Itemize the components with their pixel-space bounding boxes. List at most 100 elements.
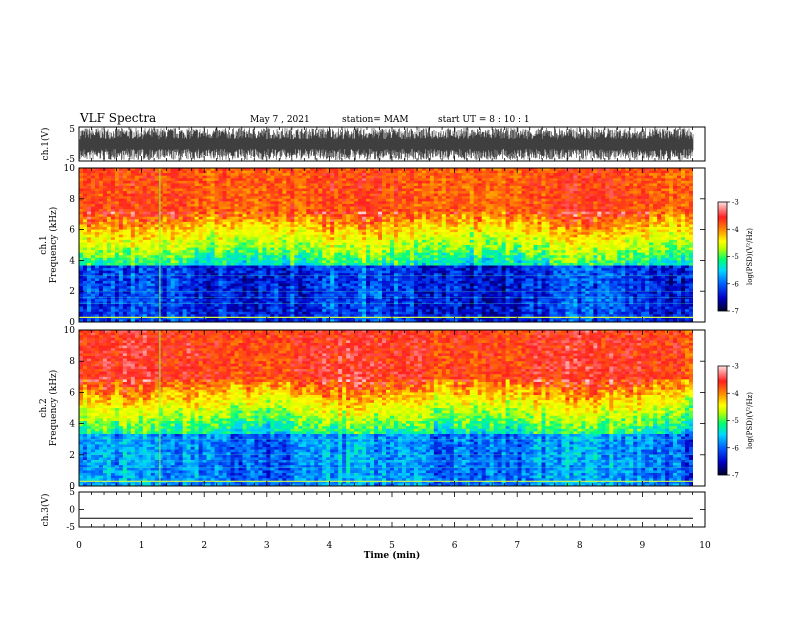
ch1-spec-cell <box>629 209 633 212</box>
ch1-spec-cell <box>454 199 458 202</box>
ch1-spec-cell <box>549 219 553 222</box>
ch1-spec-cell <box>450 171 454 174</box>
ch1-spec-cell <box>270 173 274 176</box>
ch1-spec-cell <box>302 214 306 217</box>
ch1-spec-cell <box>290 183 294 186</box>
ch1-spec-cell <box>318 186 322 189</box>
ch1-spec-cell <box>358 232 362 235</box>
ch1-spec-cell <box>270 232 274 235</box>
ch1-spec-cell <box>498 209 502 212</box>
ch1-spec-cell <box>219 199 223 202</box>
ch1-spec-cell <box>637 212 641 215</box>
ch1-spec-cell <box>410 189 414 192</box>
ch1-spec-cell <box>135 222 139 225</box>
ch1-spec-cell <box>139 230 143 233</box>
ch1-spec-cell <box>609 173 613 176</box>
ch1-spec-cell <box>298 189 302 192</box>
ch1-spec-cell <box>179 248 183 251</box>
ch1-spec-cell <box>573 201 577 204</box>
ch1-spec-cell <box>506 186 510 189</box>
ch1-spec-cell <box>633 201 637 204</box>
ch1-spec-cell <box>215 217 219 220</box>
ch1-spec-cell <box>79 178 83 181</box>
ch1-spec-cell <box>163 212 167 215</box>
ch1-spec-cell <box>223 201 227 204</box>
ch1-spec-cell <box>107 222 111 225</box>
ch1-spec-cell <box>266 212 270 215</box>
ch1-spec-cell <box>179 240 183 243</box>
ch1-spec-cell <box>262 181 266 184</box>
ch1-spec-cell <box>207 207 211 210</box>
ch1-spec-cell <box>470 227 474 230</box>
ch1-spec-cell <box>462 196 466 199</box>
ch1-spec-cell <box>227 207 231 210</box>
ch1-spec-cell <box>115 240 119 243</box>
ch1-spec-cell <box>613 235 617 238</box>
ch1-spec-cell <box>593 219 597 222</box>
ch1-spec-cell <box>470 178 474 181</box>
ch1-spec-cell <box>569 232 573 235</box>
ch1-spec-cell <box>342 171 346 174</box>
ch1-spec-cell <box>458 232 462 235</box>
ch1-spec-cell <box>597 199 601 202</box>
ch1-spec-cell <box>346 235 350 238</box>
ch1-spec-cell <box>514 242 518 245</box>
ch1-spec-cell <box>326 240 330 243</box>
ch1-spec-cell <box>386 212 390 215</box>
ch1-spec-cell <box>553 212 557 215</box>
ch1-spec-cell <box>386 235 390 238</box>
ch1-spec-cell <box>394 240 398 243</box>
ch1-spec-cell <box>502 196 506 199</box>
ch1-spec-cell <box>147 240 151 243</box>
ch1-spec-cell <box>143 176 147 179</box>
ch1-spec-cell <box>199 183 203 186</box>
ch1-spec-cell <box>366 222 370 225</box>
ch1-spec-cell <box>689 222 693 225</box>
ch1-spec-cell <box>362 245 366 248</box>
ch1-spec-cell <box>490 191 494 194</box>
ch1-spec-cell <box>653 173 657 176</box>
ch1-spec-cell <box>199 178 203 181</box>
ch1-spec-cell <box>147 245 151 248</box>
ch1-spec-cell <box>617 207 621 210</box>
ch1-spec-cell <box>689 232 693 235</box>
ch1-spec-cell <box>589 222 593 225</box>
ch1-spec-cell <box>143 204 147 207</box>
ch1-spec-cell <box>665 217 669 220</box>
ch1-spec-cell <box>123 219 127 222</box>
ch1-spec-cell <box>378 189 382 192</box>
ch1-spec-cell <box>390 207 394 210</box>
ch1-spec-cell <box>266 222 270 225</box>
ch1-spec-cell <box>234 181 238 184</box>
ch1-spec-cell <box>143 209 147 212</box>
ch1-spec-cell <box>438 209 442 212</box>
ch1-spec-cell <box>545 207 549 210</box>
ch1-spec-cell <box>310 248 314 251</box>
ch1-spec-cell <box>191 173 195 176</box>
ch1-spec-cell <box>282 178 286 181</box>
ch1-spec-cell <box>597 245 601 248</box>
ch1-spec-cell <box>569 196 573 199</box>
ch1-spec-cell <box>434 201 438 204</box>
ch1-spec-cell <box>163 214 167 217</box>
ch1-spec-cell <box>518 176 522 179</box>
ch1-spec-cell <box>266 176 270 179</box>
ch1-spec-cell <box>486 186 490 189</box>
ch1-spec-cell <box>242 209 246 212</box>
ch1-spec-cell <box>258 232 262 235</box>
ch1-spec-cell <box>494 207 498 210</box>
ch1-spec-cell <box>685 171 689 174</box>
ch1-spec-cell <box>669 178 673 181</box>
ch1-spec-cell <box>326 199 330 202</box>
ch1-spec-cell <box>290 191 294 194</box>
ch1-spec-cell <box>661 201 665 204</box>
ch1-spec-cell <box>466 201 470 204</box>
ch1-spec-cell <box>593 217 597 220</box>
ch1-spec-cell <box>450 191 454 194</box>
ch1-spec-cell <box>506 232 510 235</box>
ch1-spec-cell <box>545 222 549 225</box>
ch1-spec-cell <box>266 181 270 184</box>
ch1-spec-cell <box>234 201 238 204</box>
ch1-spec-cell <box>689 219 693 222</box>
ch1-spec-cell <box>183 242 187 245</box>
